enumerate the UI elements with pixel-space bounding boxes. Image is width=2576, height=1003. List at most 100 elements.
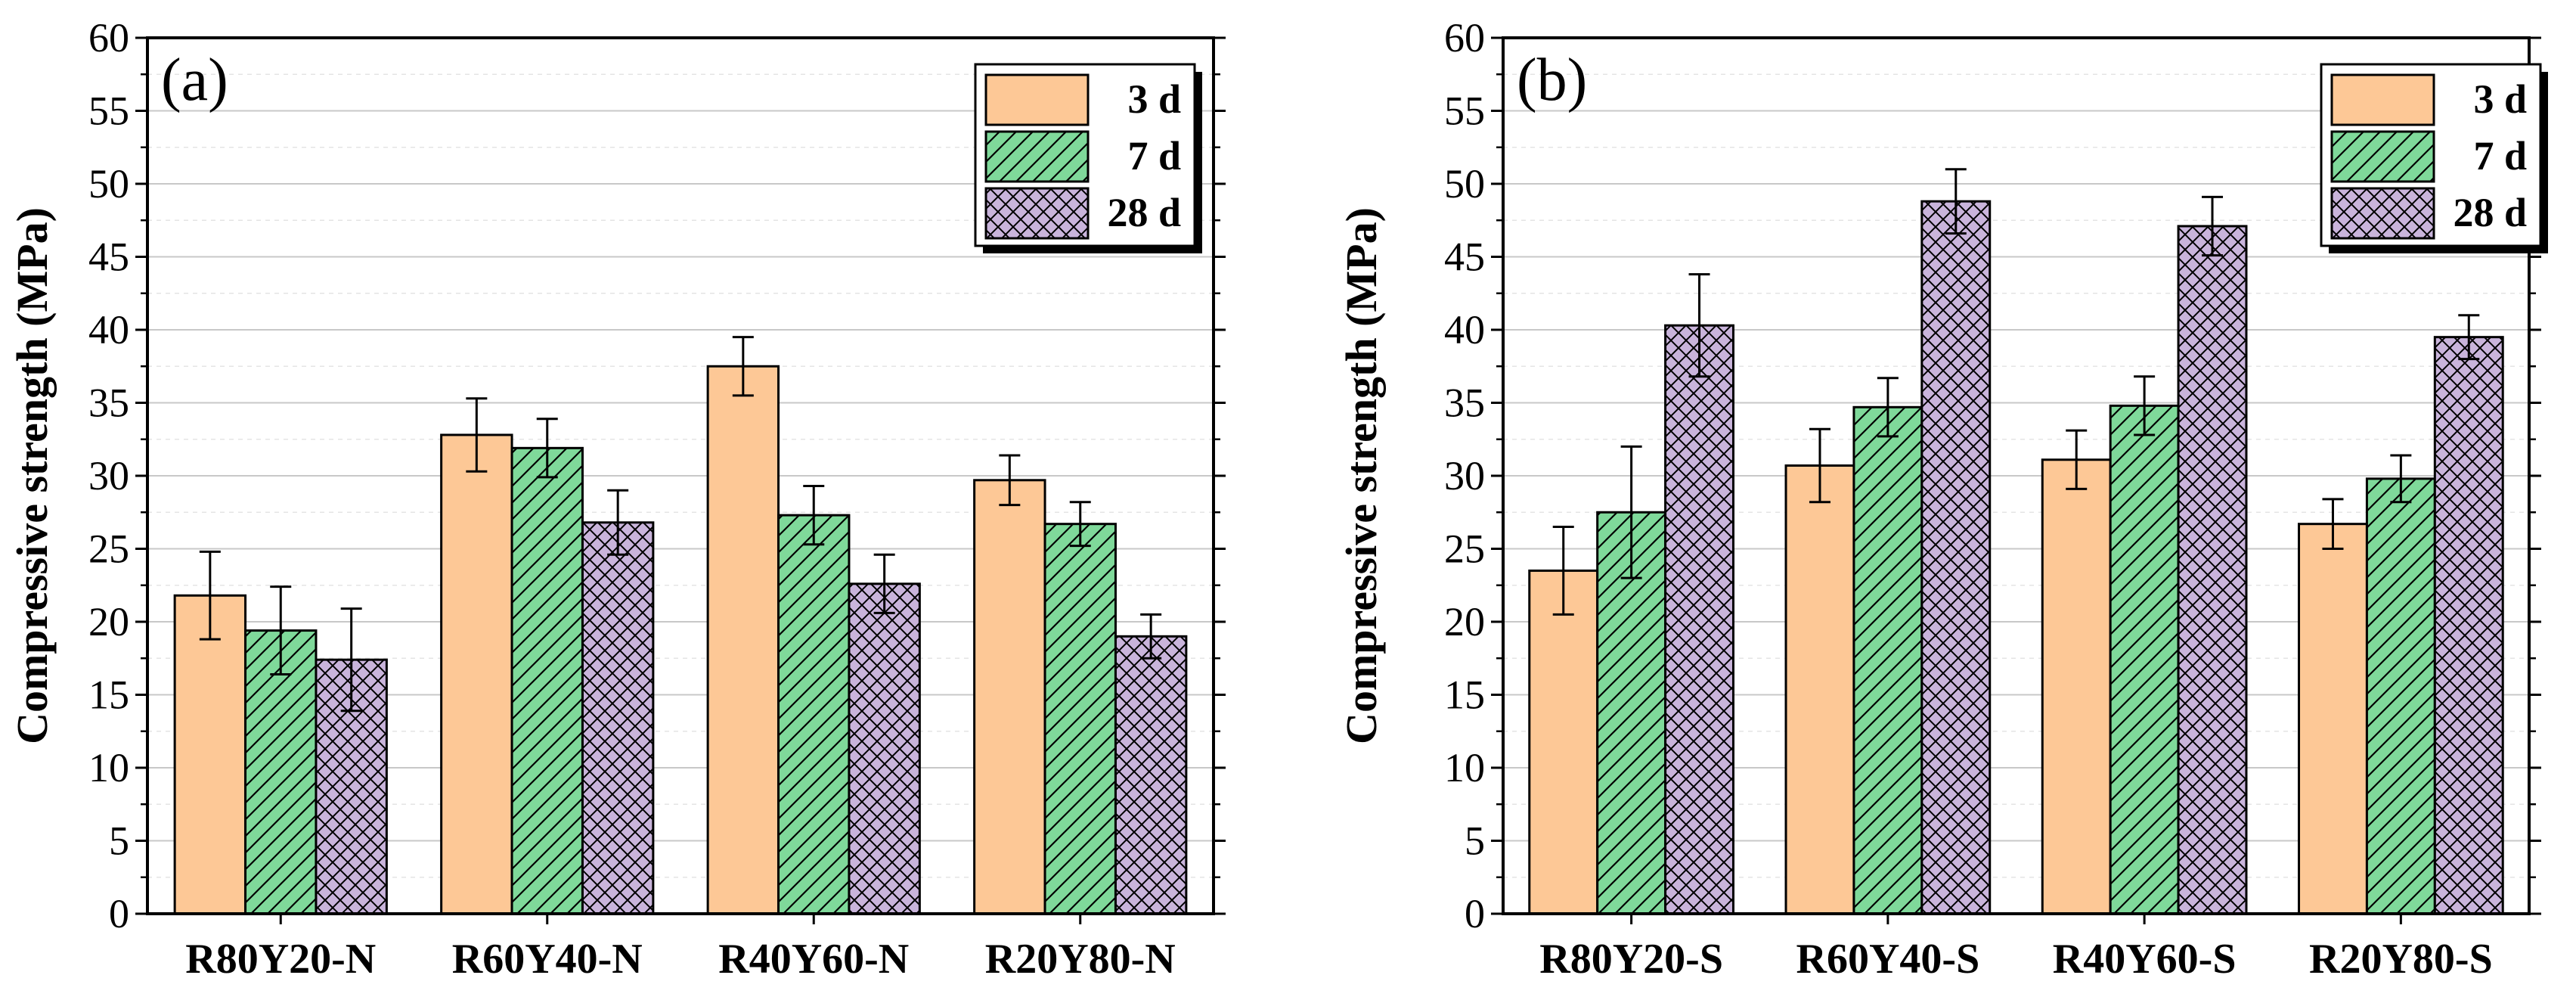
error-bar-R80Y20-S-3d	[1552, 526, 1574, 616]
y-tick-label: 15	[1444, 672, 1485, 718]
error-bar-R80Y20-N-7d	[270, 585, 292, 675]
error-bar-R60Y40-N-7d	[536, 418, 558, 479]
y-tick-label: 55	[88, 88, 129, 134]
bar-R40Y60-S-28d[interactable]	[2177, 225, 2248, 915]
legend-swatch-3d	[984, 73, 1090, 126]
legend-swatch-7d	[984, 130, 1090, 183]
bar-R20Y80-S-28d[interactable]	[2433, 336, 2504, 915]
panel-label: (b)	[1517, 47, 1587, 113]
bar-R40Y60-N-28d[interactable]	[848, 582, 921, 915]
bar-R20Y80-S-7d[interactable]	[2365, 477, 2436, 915]
legend-label: 3 d	[2473, 76, 2527, 122]
y-tick-label: 10	[1444, 745, 1485, 790]
y-tick-label: 40	[1444, 307, 1485, 352]
legend-label: 7 d	[1127, 133, 1181, 179]
error-bar-R40Y60-N-3d	[732, 336, 754, 397]
y-tick-label: 10	[88, 745, 129, 790]
legend-label: 28 d	[1107, 190, 1181, 235]
error-bar-R60Y40-N-28d	[607, 489, 629, 556]
chart-panel-b: R80Y20-S R60Y40-S R40Y60-S R20Y80-S 0 5 10 15 20…	[1337, 15, 2548, 983]
y-tick-label: 25	[1444, 526, 1485, 572]
y-tick-label: 45	[1444, 234, 1485, 280]
legend-label: 3 d	[1127, 76, 1181, 122]
error-bar-R60Y40-S-28d	[1945, 168, 1967, 235]
legend-swatch-3d	[2330, 73, 2435, 126]
plot-frame	[146, 36, 1215, 915]
bar-R60Y40-S-3d[interactable]	[1784, 464, 1855, 915]
error-bar-R60Y40-S-7d	[1877, 377, 1899, 438]
x-tick-label: R80Y20-S	[1539, 936, 1723, 983]
bar-R80Y20-S-3d[interactable]	[1528, 569, 1599, 915]
y-tick-label: 40	[88, 307, 129, 352]
x-tick-label: R40Y60-N	[718, 936, 909, 983]
y-tick-label: 25	[88, 526, 129, 572]
bar-R80Y20-N-3d[interactable]	[173, 594, 247, 915]
y-axis-label: Compressive strength (MPa)	[1337, 207, 1386, 744]
y-tick-label: 20	[1444, 599, 1485, 644]
error-bar-R40Y60-S-7d	[2134, 375, 2156, 436]
x-tick-label: R80Y20-N	[185, 936, 376, 983]
y-tick-label: 0	[109, 891, 129, 936]
bar-R40Y60-N-7d[interactable]	[777, 514, 851, 915]
bar-R80Y20-S-7d[interactable]	[1596, 511, 1667, 915]
bars	[173, 336, 1188, 915]
bar-R20Y80-N-7d[interactable]	[1043, 523, 1117, 915]
error-bar-R20Y80-S-3d	[2322, 498, 2344, 550]
bar-R40Y60-S-3d[interactable]	[2041, 458, 2112, 915]
error-bar-R40Y60-S-28d	[2202, 195, 2224, 257]
y-tick-label: 30	[1444, 453, 1485, 498]
y-tick-label: 0	[1465, 891, 1485, 936]
error-bar-R20Y80-S-28d	[2458, 314, 2480, 361]
bar-R20Y80-N-3d[interactable]	[973, 479, 1046, 915]
x-tick-label: R20Y80-N	[985, 936, 1176, 983]
x-tick-label: R40Y60-S	[2053, 936, 2237, 983]
y-tick-label: 15	[88, 672, 129, 718]
legend: 3 d 7 d 28 d	[974, 63, 1202, 253]
legend: 3 d 7 d 28 d	[2320, 63, 2548, 253]
bar-R60Y40-N-3d[interactable]	[440, 433, 513, 915]
error-bar-R80Y20-S-28d	[1688, 273, 1710, 378]
chart-panel-a: R80Y20-N R60Y40-N R40Y60-N R20Y80-N 0 5 10 15 20…	[8, 15, 1226, 983]
bar-R40Y60-S-7d[interactable]	[2109, 404, 2180, 915]
bar-R60Y40-S-7d[interactable]	[1852, 405, 1923, 915]
y-tick-label: 50	[88, 161, 129, 206]
bar-R60Y40-N-7d[interactable]	[510, 446, 584, 915]
y-tick-label: 5	[1465, 818, 1485, 864]
y-tick-label: 20	[88, 599, 129, 644]
error-bar-R40Y60-N-7d	[803, 485, 825, 546]
error-bar-R40Y60-S-3d	[2066, 429, 2088, 490]
legend-swatch-28d	[2330, 187, 2435, 240]
error-bar-R60Y40-S-3d	[1809, 427, 1830, 504]
legend-swatch-7d	[2330, 130, 2435, 183]
error-bar-R40Y60-N-28d	[873, 553, 895, 614]
y-tick-label: 55	[1444, 88, 1485, 134]
error-bar-R80Y20-N-28d	[340, 607, 362, 713]
y-tick-label: 60	[88, 15, 129, 61]
x-tick-label: R60Y40-N	[452, 936, 643, 983]
plot-frame	[1502, 36, 2531, 915]
y-axis-label: Compressive strength (MPa)	[8, 207, 57, 744]
legend-label: 28 d	[2453, 190, 2527, 235]
bar-R40Y60-N-3d[interactable]	[706, 365, 780, 915]
y-tick-label: 35	[1444, 380, 1485, 426]
y-tick-label: 50	[1444, 161, 1485, 206]
bar-R80Y20-N-28d[interactable]	[315, 658, 388, 915]
panel-label: (a)	[161, 47, 228, 113]
bar-R20Y80-S-3d[interactable]	[2298, 523, 2368, 915]
bar-R60Y40-N-28d[interactable]	[581, 521, 655, 915]
bar-R80Y20-S-28d[interactable]	[1664, 324, 1734, 915]
y-tick-label: 5	[109, 818, 129, 864]
error-bar-R20Y80-N-7d	[1069, 501, 1091, 548]
y-axis-ticks: 0 5 10 15 20 25 30 35 40 45 50 55 60	[1444, 15, 2541, 936]
bar-R60Y40-S-28d[interactable]	[1920, 200, 1992, 915]
error-bar-R20Y80-S-7d	[2390, 454, 2412, 504]
y-tick-label: 30	[88, 453, 129, 498]
error-bar-R80Y20-N-3d	[199, 550, 221, 641]
x-tick-label: R60Y40-S	[1796, 936, 1980, 983]
bar-R20Y80-N-28d[interactable]	[1114, 635, 1188, 915]
error-bar-R60Y40-N-3d	[466, 397, 488, 473]
y-tick-label: 45	[88, 234, 129, 280]
bars	[1528, 168, 2504, 915]
error-bar-R20Y80-N-3d	[999, 454, 1021, 507]
